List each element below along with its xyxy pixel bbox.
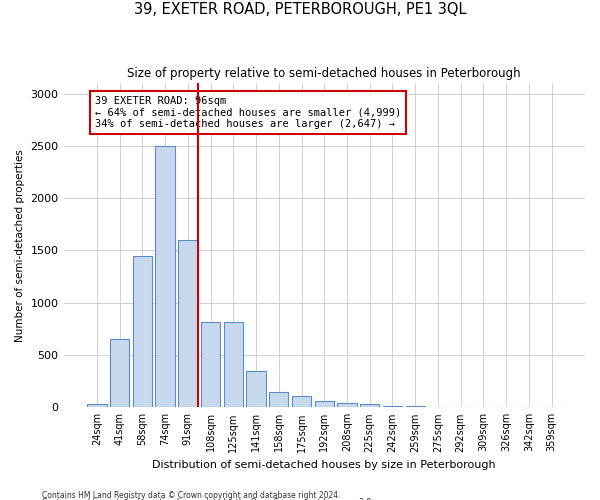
Bar — [428, 407, 448, 408]
Bar — [247, 370, 266, 408]
Bar — [360, 404, 379, 407]
Bar — [110, 340, 130, 407]
Bar — [87, 404, 107, 407]
Bar — [224, 322, 243, 408]
Bar — [155, 146, 175, 407]
Bar — [451, 407, 470, 408]
Bar — [406, 406, 425, 408]
Bar — [314, 401, 334, 407]
Bar — [292, 396, 311, 407]
Text: Contains HM Land Registry data © Crown copyright and database right 2024.: Contains HM Land Registry data © Crown c… — [42, 490, 341, 500]
Bar — [178, 240, 197, 408]
Text: Contains public sector information licensed under the Open Government Licence v3: Contains public sector information licen… — [42, 498, 374, 500]
Bar — [269, 392, 289, 407]
Y-axis label: Number of semi-detached properties: Number of semi-detached properties — [15, 148, 25, 342]
Bar — [337, 403, 356, 407]
Title: Size of property relative to semi-detached houses in Peterborough: Size of property relative to semi-detach… — [127, 68, 521, 80]
Text: 39 EXETER ROAD: 96sqm
← 64% of semi-detached houses are smaller (4,999)
34% of s: 39 EXETER ROAD: 96sqm ← 64% of semi-deta… — [95, 96, 401, 129]
Bar — [201, 322, 220, 408]
Text: 39, EXETER ROAD, PETERBOROUGH, PE1 3QL: 39, EXETER ROAD, PETERBOROUGH, PE1 3QL — [134, 2, 466, 18]
X-axis label: Distribution of semi-detached houses by size in Peterborough: Distribution of semi-detached houses by … — [152, 460, 496, 470]
Bar — [383, 406, 402, 408]
Bar — [133, 256, 152, 408]
